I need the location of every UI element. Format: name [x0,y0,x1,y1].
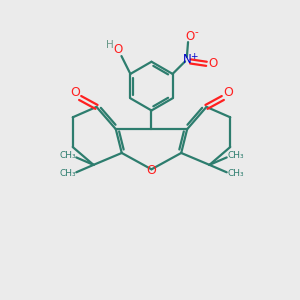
Text: CH₃: CH₃ [227,169,244,178]
Text: O: O [146,164,156,177]
Text: H: H [106,40,113,50]
Text: CH₃: CH₃ [227,152,244,160]
Text: O: O [208,57,217,70]
Text: O: O [113,43,122,56]
Text: N: N [183,53,191,66]
Text: +: + [190,52,197,61]
Text: -: - [194,27,198,37]
Text: CH₃: CH₃ [59,152,76,160]
Text: CH₃: CH₃ [59,169,76,178]
Text: O: O [185,30,194,43]
Text: O: O [223,86,233,99]
Text: O: O [70,86,80,99]
